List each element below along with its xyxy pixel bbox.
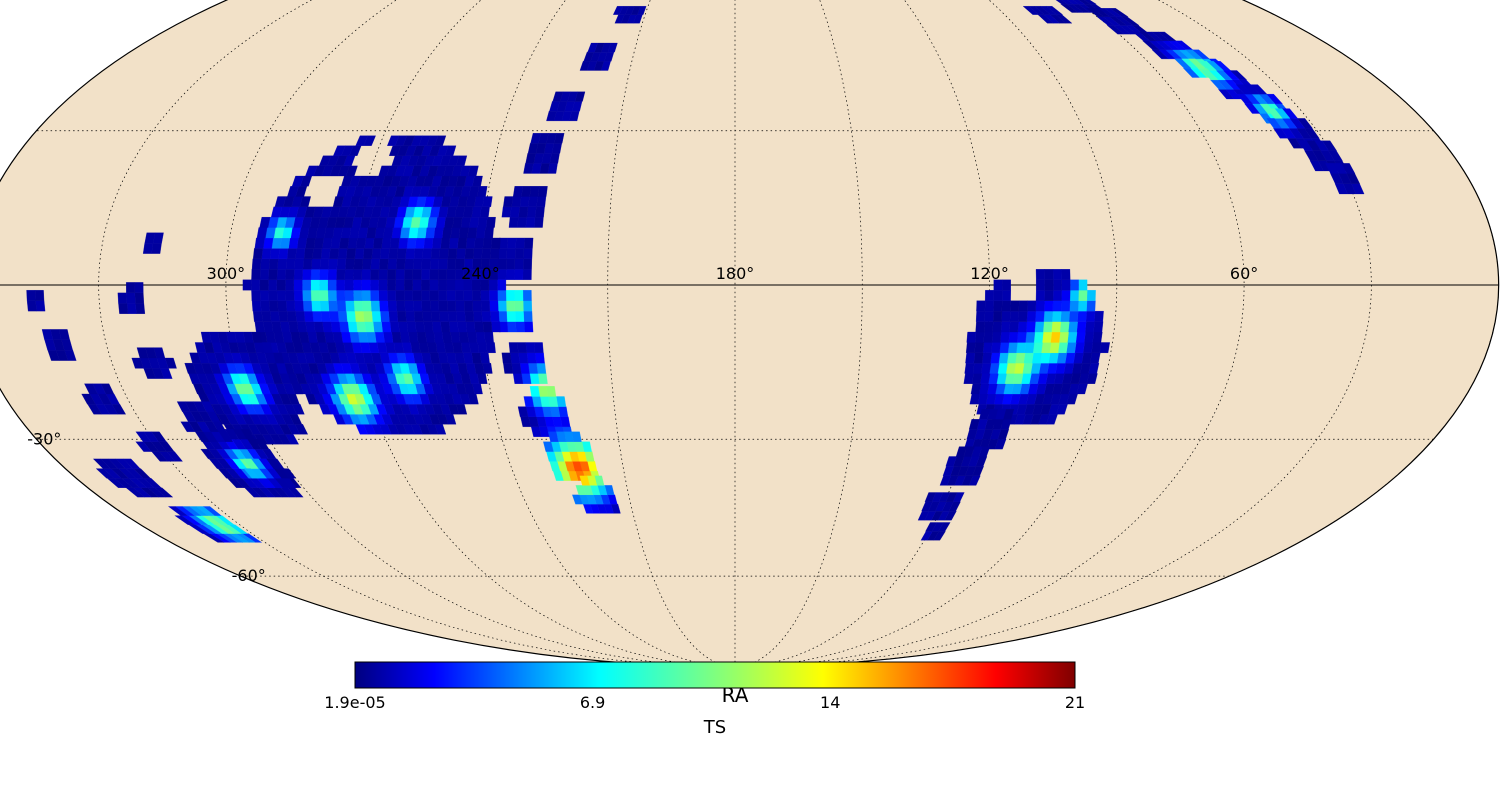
dec-tick-label: -30° — [27, 429, 61, 448]
ra-tick-label: 60° — [1230, 264, 1258, 283]
colorbar-tick-label: 14 — [820, 693, 840, 712]
colorbar: 1.9e-05 6.9 14 21 TS — [324, 662, 1085, 738]
figure-svg: 300°240°180°120°60°-60°-30°RADec1.9e-056… — [0, 0, 1500, 800]
ra-tick-label: 120° — [970, 264, 1009, 283]
colorbar-tick-label: 1.9e-05 — [324, 693, 385, 712]
ra-tick-label: 180° — [716, 264, 755, 283]
figure-root: 300°240°180°120°60°-60°-30°RADec1.9e-056… — [0, 0, 1500, 800]
dec-tick-label: -60° — [232, 566, 266, 585]
colorbar-tick-label: 21 — [1065, 693, 1085, 712]
ra-tick-label: 240° — [461, 264, 500, 283]
sky-projection — [0, 0, 1499, 667]
colorbar-label: TS — [703, 717, 726, 738]
colorbar-gradient — [355, 662, 1075, 688]
ra-tick-label: 300° — [207, 264, 246, 283]
colorbar-tick-label: 6.9 — [580, 693, 605, 712]
